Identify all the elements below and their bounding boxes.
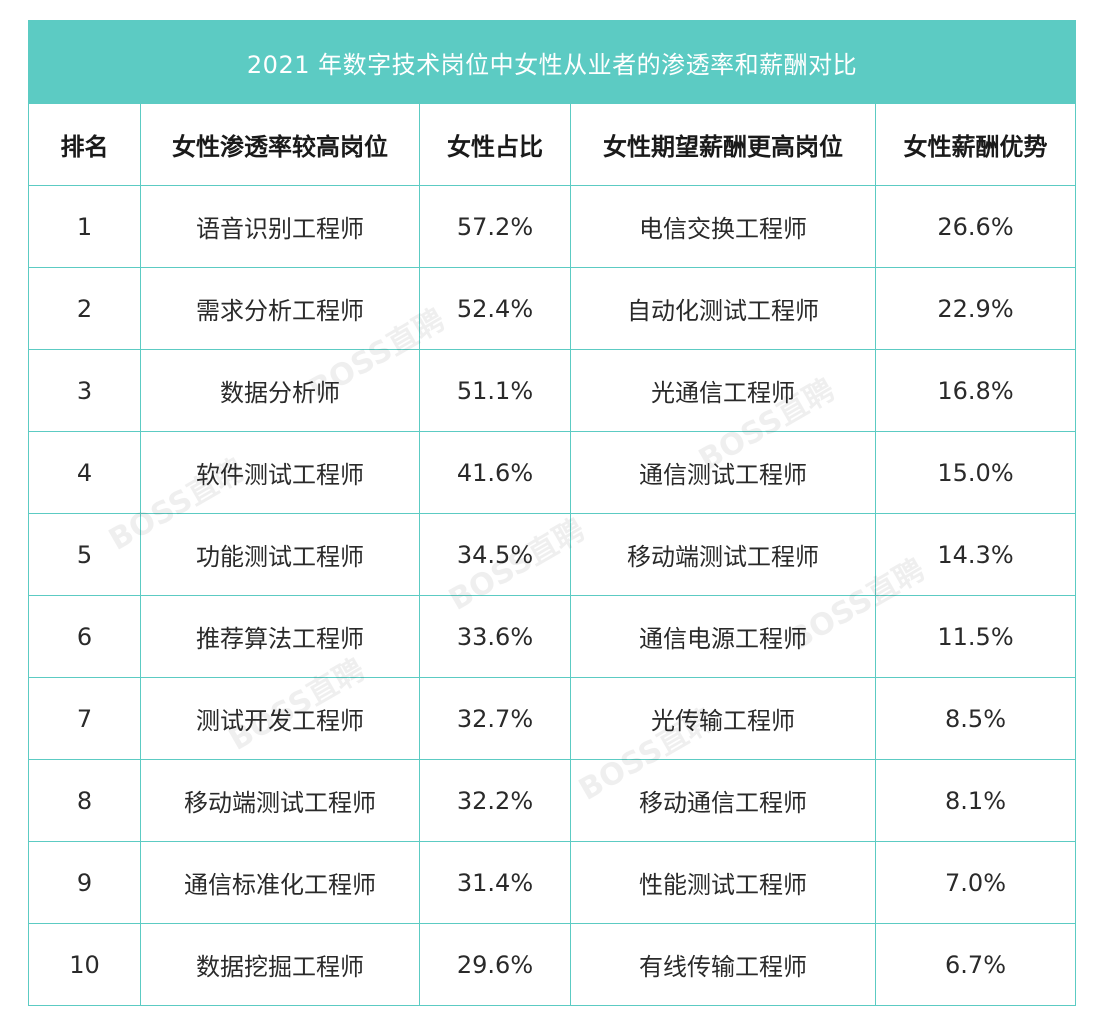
header-salary-advantage: 女性薪酬优势 bbox=[874, 103, 1077, 186]
table-row: 8 移动端测试工程师 32.2% 移动通信工程师 8.1% bbox=[28, 759, 1077, 842]
table-body: 1 语音识别工程师 57.2% 电信交换工程师 26.6% 2 需求分析工程师 52.4% 自动… bbox=[28, 185, 1077, 1006]
female-share-cell: 41.6% bbox=[419, 431, 571, 514]
salary-advantage-cell: 8.1% bbox=[874, 759, 1077, 842]
header-high-share-job: 女性渗透率较高岗位 bbox=[140, 103, 420, 186]
female-share-cell: 33.6% bbox=[419, 595, 571, 678]
rank-cell: 3 bbox=[28, 349, 141, 432]
high-salary-job-cell: 性能测试工程师 bbox=[570, 841, 876, 924]
high-share-job-cell: 语音识别工程师 bbox=[140, 185, 420, 268]
high-salary-job-cell: 移动通信工程师 bbox=[570, 759, 876, 842]
salary-advantage-cell: 14.3% bbox=[874, 513, 1077, 596]
table-row: 5 功能测试工程师 34.5% 移动端测试工程师 14.3% bbox=[28, 513, 1077, 596]
high-share-job-cell: 软件测试工程师 bbox=[140, 431, 420, 514]
title-row: 2021 年数字技术岗位中女性从业者的渗透率和薪酬对比 bbox=[27, 20, 1077, 104]
high-salary-job-cell: 光通信工程师 bbox=[570, 349, 876, 432]
high-share-job-cell: 需求分析工程师 bbox=[140, 267, 420, 350]
table-row: 6 推荐算法工程师 33.6% 通信电源工程师 11.5% bbox=[28, 595, 1077, 678]
salary-advantage-cell: 7.0% bbox=[874, 841, 1077, 924]
salary-advantage-cell: 8.5% bbox=[874, 677, 1077, 760]
rank-cell: 2 bbox=[28, 267, 141, 350]
female-share-cell: 57.2% bbox=[419, 185, 571, 268]
salary-advantage-cell: 11.5% bbox=[874, 595, 1077, 678]
high-share-job-cell: 功能测试工程师 bbox=[140, 513, 420, 596]
high-salary-job-cell: 移动端测试工程师 bbox=[570, 513, 876, 596]
rank-cell: 4 bbox=[28, 431, 141, 514]
female-share-cell: 51.1% bbox=[419, 349, 571, 432]
high-share-job-cell: 移动端测试工程师 bbox=[140, 759, 420, 842]
female-share-cell: 52.4% bbox=[419, 267, 571, 350]
table-row: 3 数据分析师 51.1% 光通信工程师 16.8% bbox=[28, 349, 1077, 432]
header-rank: 排名 bbox=[28, 103, 141, 186]
rank-cell: 5 bbox=[28, 513, 141, 596]
high-share-job-cell: 通信标准化工程师 bbox=[140, 841, 420, 924]
salary-advantage-cell: 26.6% bbox=[874, 185, 1077, 268]
high-share-job-cell: 数据挖掘工程师 bbox=[140, 923, 420, 1006]
table-row: 4 软件测试工程师 41.6% 通信测试工程师 15.0% bbox=[28, 431, 1077, 514]
high-salary-job-cell: 电信交换工程师 bbox=[570, 185, 876, 268]
high-share-job-cell: 推荐算法工程师 bbox=[140, 595, 420, 678]
high-salary-job-cell: 光传输工程师 bbox=[570, 677, 876, 760]
female-share-cell: 31.4% bbox=[419, 841, 571, 924]
salary-advantage-cell: 6.7% bbox=[874, 923, 1077, 1006]
rank-cell: 7 bbox=[28, 677, 141, 760]
table-title: 2021 年数字技术岗位中女性从业者的渗透率和薪酬对比 bbox=[27, 20, 1077, 104]
high-share-job-cell: 测试开发工程师 bbox=[140, 677, 420, 760]
rank-cell: 1 bbox=[28, 185, 141, 268]
high-salary-job-cell: 通信测试工程师 bbox=[570, 431, 876, 514]
comparison-table: 2021 年数字技术岗位中女性从业者的渗透率和薪酬对比 排名 女性渗透率较高岗位… bbox=[27, 20, 1077, 1006]
high-share-job-cell: 数据分析师 bbox=[140, 349, 420, 432]
female-share-cell: 29.6% bbox=[419, 923, 571, 1006]
female-share-cell: 34.5% bbox=[419, 513, 571, 596]
header-female-share: 女性占比 bbox=[419, 103, 571, 186]
salary-advantage-cell: 22.9% bbox=[874, 267, 1077, 350]
female-share-cell: 32.2% bbox=[419, 759, 571, 842]
high-salary-job-cell: 通信电源工程师 bbox=[570, 595, 876, 678]
header-row: 排名 女性渗透率较高岗位 女性占比 女性期望薪酬更高岗位 女性薪酬优势 bbox=[28, 103, 1077, 186]
table-row: 10 数据挖掘工程师 29.6% 有线传输工程师 6.7% bbox=[28, 923, 1077, 1006]
high-salary-job-cell: 自动化测试工程师 bbox=[570, 267, 876, 350]
salary-advantage-cell: 16.8% bbox=[874, 349, 1077, 432]
rank-cell: 9 bbox=[28, 841, 141, 924]
table-row: 7 测试开发工程师 32.7% 光传输工程师 8.5% bbox=[28, 677, 1077, 760]
rank-cell: 8 bbox=[28, 759, 141, 842]
table-row: 9 通信标准化工程师 31.4% 性能测试工程师 7.0% bbox=[28, 841, 1077, 924]
female-share-cell: 32.7% bbox=[419, 677, 571, 760]
rank-cell: 10 bbox=[28, 923, 141, 1006]
high-salary-job-cell: 有线传输工程师 bbox=[570, 923, 876, 1006]
comparison-table-container: 2021 年数字技术岗位中女性从业者的渗透率和薪酬对比 排名 女性渗透率较高岗位… bbox=[27, 20, 1077, 1006]
table-row: 2 需求分析工程师 52.4% 自动化测试工程师 22.9% bbox=[28, 267, 1077, 350]
table-row: 1 语音识别工程师 57.2% 电信交换工程师 26.6% bbox=[28, 185, 1077, 268]
header-high-salary-job: 女性期望薪酬更高岗位 bbox=[570, 103, 876, 186]
salary-advantage-cell: 15.0% bbox=[874, 431, 1077, 514]
rank-cell: 6 bbox=[28, 595, 141, 678]
